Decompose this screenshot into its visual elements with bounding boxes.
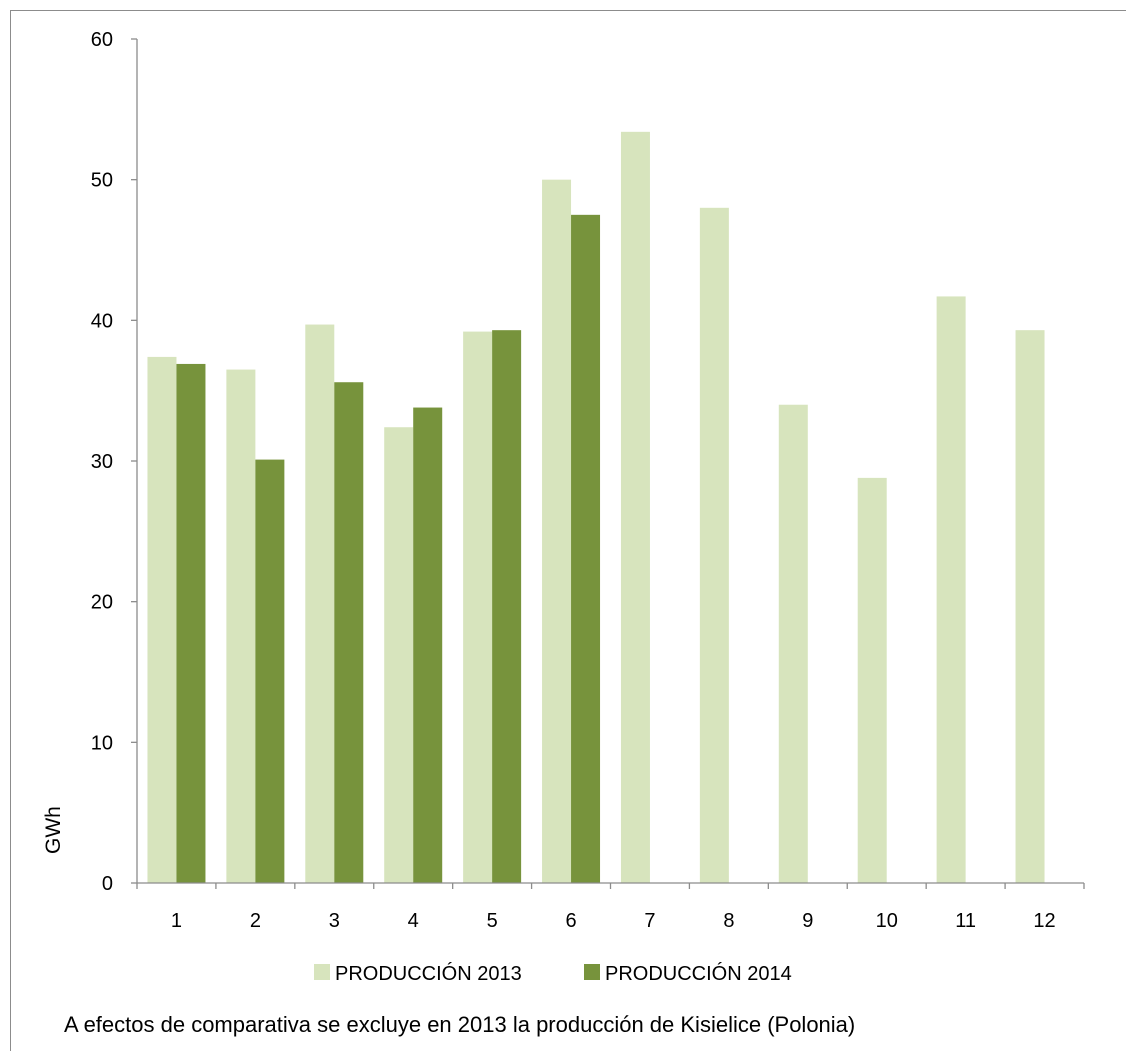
bar-2014-3	[334, 382, 364, 883]
bar-2014-5	[492, 330, 522, 883]
x-tick-label: 5	[487, 910, 498, 932]
x-tick-label: 4	[408, 910, 419, 932]
bar-2014-6	[571, 214, 601, 884]
x-tick-label: 7	[644, 910, 655, 932]
y-tick-label: 0	[102, 873, 113, 895]
legend: PRODUCCIÓN 2013 PRODUCCIÓN 2014	[314, 962, 792, 985]
legend-label-1: PRODUCCIÓN 2014	[605, 962, 792, 985]
bar-2013-8	[699, 207, 729, 884]
bar-2014-2	[255, 459, 285, 883]
footnote: A efectos de comparativa se excluye en 2…	[64, 1012, 856, 1037]
x-tick-label: 3	[329, 910, 340, 932]
x-tick-label: 11	[955, 910, 976, 932]
bar-2013-1	[147, 356, 177, 883]
bar-2013-7	[620, 131, 650, 884]
bar-2013-9	[778, 404, 808, 883]
x-tick-label: 6	[565, 910, 576, 932]
chart-frame	[10, 10, 1126, 1051]
bar-2013-11	[936, 296, 966, 883]
legend-swatch-1	[584, 964, 600, 980]
bar-2013-5	[463, 331, 493, 883]
y-tick-label: 30	[91, 451, 113, 473]
bar-2013-12	[1015, 330, 1045, 883]
x-tick-label: 10	[876, 910, 898, 932]
bar-2013-3	[305, 324, 335, 883]
y-tick-label: 40	[91, 310, 113, 332]
y-tick-label: 20	[91, 592, 113, 614]
y-ticks: 0 10 20 30 40 50 60	[91, 29, 137, 895]
x-tick-label: 2	[250, 910, 261, 932]
x-tick-label: 8	[723, 910, 734, 932]
x-tick-label: 9	[802, 910, 813, 932]
bar-2013-10	[857, 477, 887, 883]
bar-2013-6	[542, 179, 572, 883]
x-ticks: 1 2 3 4 5 6 7 8 9 10 11 12	[136, 883, 1085, 932]
bar-2013-2	[226, 369, 256, 884]
legend-swatch-0	[314, 964, 330, 980]
bars-group	[147, 131, 1045, 884]
bar-2014-4	[413, 407, 443, 883]
legend-label-0: PRODUCCIÓN 2013	[335, 962, 522, 985]
x-tick-label: 1	[171, 910, 182, 932]
bar-2014-1	[176, 363, 206, 883]
y-tick-label: 50	[91, 170, 113, 192]
y-axis-label: GWh	[42, 806, 65, 854]
y-tick-label: 60	[91, 29, 113, 51]
bar-2013-4	[384, 427, 414, 883]
y-tick-label: 10	[91, 732, 113, 754]
x-tick-label: 12	[1033, 910, 1055, 932]
